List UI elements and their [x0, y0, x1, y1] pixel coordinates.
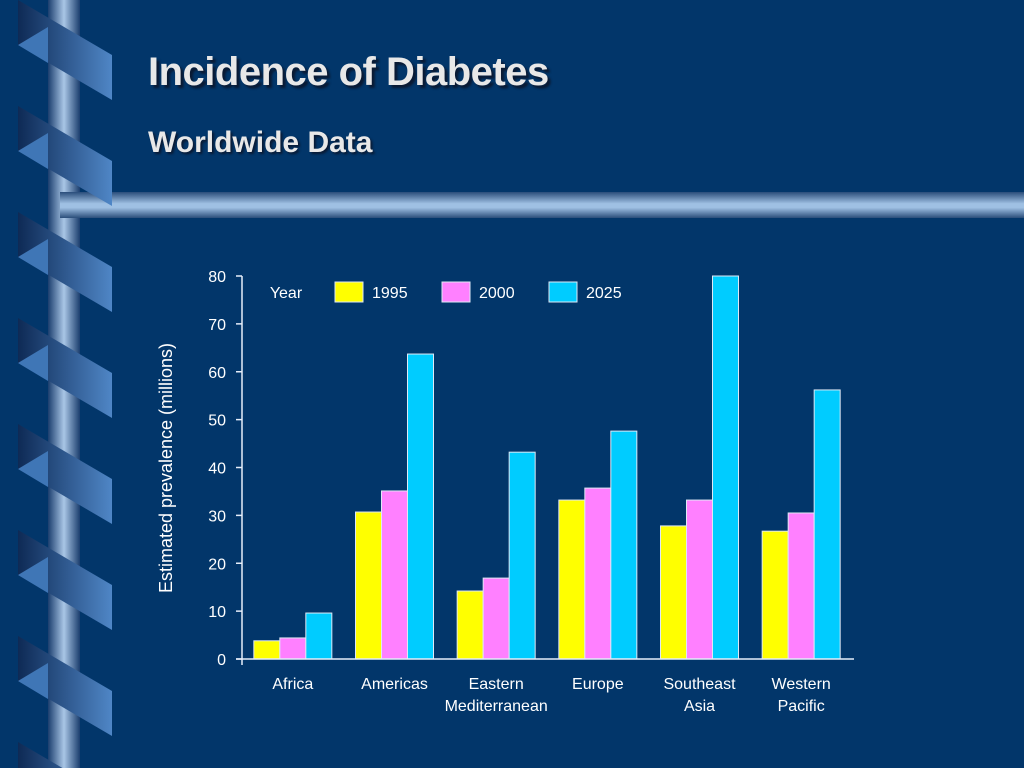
helix-band-fold [18, 133, 48, 169]
helix-band-fold [18, 239, 48, 275]
bar-2000 [584, 487, 612, 660]
legend: Year 1995 2000 2025 [270, 281, 622, 303]
y-tick-label: 50 [208, 413, 226, 430]
helix-band-fold [18, 557, 48, 593]
x-tick-label: Southeast Asia [663, 676, 736, 715]
y-tick-label: 0 [217, 652, 226, 669]
y-axis: 0 10 20 30 40 50 60 70 80 [208, 269, 243, 669]
legend-swatch-2025 [548, 281, 578, 303]
legend-label-1995: 1995 [372, 285, 408, 302]
horizontal-rule [60, 192, 1024, 218]
legend-label-2000: 2000 [479, 285, 515, 302]
bars [253, 275, 841, 660]
y-tick-label: 10 [208, 604, 226, 621]
helix-band [18, 106, 112, 206]
legend-title: Year [270, 285, 303, 302]
bar-2025 [508, 451, 536, 660]
bar-1995 [558, 499, 586, 660]
bar-2000 [279, 637, 307, 660]
helix-band [18, 424, 112, 524]
bar-2000 [482, 577, 510, 660]
y-tick-label: 60 [208, 365, 226, 382]
x-tick-label: Africa [272, 676, 313, 693]
x-axis: Africa Americas Eastern Mediterranean Europe… [236, 658, 854, 715]
y-axis-label: Estimated prevalence (millions) [156, 343, 176, 593]
legend-label-2025: 2025 [586, 285, 622, 302]
y-tick-label: 70 [208, 317, 226, 334]
x-tick-label: Eastern Mediterranean [445, 676, 548, 715]
helix-band [18, 742, 63, 768]
helix-band [18, 636, 112, 736]
bar-2000 [381, 490, 408, 660]
bar-2025 [813, 389, 841, 660]
bar-1995 [355, 511, 382, 660]
bar-1995 [253, 640, 281, 660]
y-tick-label: 30 [208, 508, 226, 525]
helix-band-fold [18, 451, 48, 487]
y-tick-label: 80 [208, 269, 226, 286]
y-tick-label: 40 [208, 461, 226, 478]
helix-bands [18, 0, 112, 768]
bar-1995 [761, 530, 789, 660]
bar-2000 [686, 499, 713, 660]
slide-subtitle: Worldwide Data [148, 126, 373, 159]
y-tick-label: 20 [208, 556, 226, 573]
slide-title: Incidence of Diabetes [148, 50, 549, 94]
bar-2025 [610, 430, 638, 660]
helix-band-fold [18, 663, 48, 699]
helix-band [18, 212, 112, 312]
helix-band-fold [18, 27, 48, 63]
bar-1995 [456, 590, 484, 660]
helix-band [18, 530, 112, 630]
x-tick-label: Americas [361, 676, 428, 693]
legend-swatch-1995 [334, 281, 364, 303]
legend-swatch-2000 [441, 281, 471, 303]
helix-band-fold [18, 345, 48, 381]
bar-2025 [407, 353, 434, 660]
bar-1995 [660, 525, 687, 660]
bar-2025 [712, 275, 739, 660]
x-tick-label: Western Pacific [772, 676, 831, 715]
x-tick-label: Europe [572, 676, 624, 693]
bar-2000 [787, 512, 815, 660]
helix-band [18, 0, 112, 100]
helix-band [18, 318, 112, 418]
bar-2025 [305, 612, 333, 660]
